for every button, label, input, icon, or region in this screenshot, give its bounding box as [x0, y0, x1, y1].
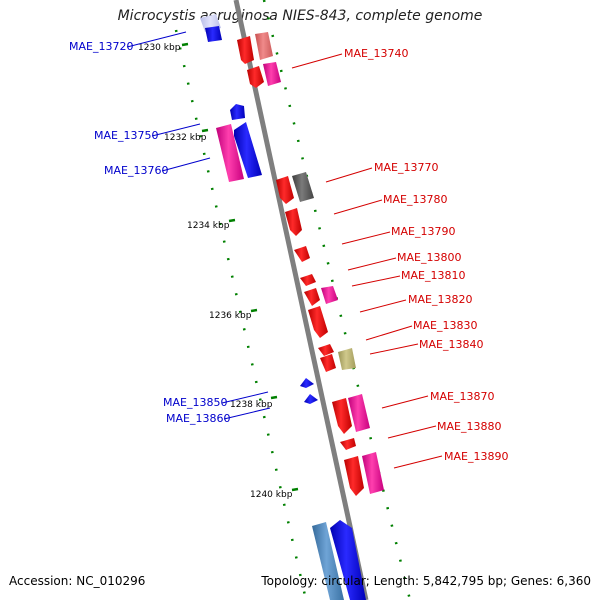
gene-label-mae-13870[interactable]: MAE_13870	[430, 390, 494, 403]
tick-mark-1236	[250, 308, 258, 313]
gene-arrow-mae-13760	[216, 124, 244, 182]
gene-arrow-mae-13880	[340, 438, 356, 450]
reverse-genes	[200, 14, 366, 600]
gene-label-mae-13720[interactable]: MAE_13720	[69, 40, 133, 53]
gene-label-mae-13770[interactable]: MAE_13770	[374, 161, 438, 174]
gene-arrow-mae-13830	[318, 344, 334, 356]
gene-arrow-mae-13770-a	[276, 176, 294, 204]
gene-arrow-mae-13770-b	[292, 172, 314, 202]
gene-arrow-small-blue	[230, 104, 245, 120]
reverse-labels: MAE_13720 MAE_13750 MAE_13760 MAE_13850 …	[69, 40, 230, 425]
gene-label-mae-13800[interactable]: MAE_13800	[397, 251, 461, 264]
gene-label-mae-13740[interactable]: MAE_13740	[344, 47, 408, 60]
tick-label-1240: 1240 kbp	[250, 490, 293, 500]
gene-arrow-mae-13740-c	[247, 66, 264, 88]
gene-arrow-mae-13870-b	[348, 394, 370, 432]
leader-mae-13740	[291, 53, 343, 69]
tick-label-1238: 1238 kbp	[230, 400, 273, 410]
gene-arrow-mae-13890-a	[344, 456, 364, 496]
gene-arrow-mae-13840-a	[320, 354, 336, 372]
gene-arrow-mae-13780	[285, 208, 302, 236]
gene-label-mae-13860[interactable]: MAE_13860	[166, 412, 230, 425]
gene-label-mae-13830[interactable]: MAE_13830	[413, 319, 477, 332]
scale-ticks: 1230 kbp 1232 kbp 1234 kbp 1236 kbp 1238…	[138, 42, 299, 500]
leader-mae-13820	[359, 299, 407, 313]
gene-label-mae-13880[interactable]: MAE_13880	[437, 420, 501, 433]
leader-mae-13810	[351, 275, 401, 287]
tick-mark-1234	[228, 218, 236, 223]
gene-label-mae-13820[interactable]: MAE_13820	[408, 293, 472, 306]
gene-label-mae-13850[interactable]: MAE_13850	[163, 396, 227, 409]
tick-label-1236: 1236 kbp	[209, 311, 252, 321]
tick-mark-1238	[270, 395, 278, 400]
tick-label-1234: 1234 kbp	[187, 221, 230, 231]
gene-arrow-mae-13740-a	[237, 36, 254, 64]
gene-arrow-mae-13750	[234, 122, 262, 178]
gene-arrow-mae-13800	[300, 274, 316, 286]
tick-label-1230: 1230 kbp	[138, 43, 181, 53]
gene-arrow-mae-13740-d	[263, 62, 281, 86]
leader-mae-13760	[161, 157, 211, 172]
gene-label-mae-13810[interactable]: MAE_13810	[401, 269, 465, 282]
gene-arrow-mae-13720	[205, 26, 222, 42]
genome-summary-text: Topology: circular; Length: 5,842,795 bp…	[261, 574, 591, 588]
gene-arrow-mae-13740-b	[255, 32, 273, 60]
leader-mae-13830	[365, 325, 413, 341]
accession-text: Accession: NC_010296	[9, 574, 146, 588]
leader-mae-13840	[369, 343, 419, 355]
gene-arrow-bottom-steel	[312, 522, 344, 600]
leader-mae-13770	[325, 167, 373, 183]
forward-labels: MAE_13740 MAE_13770 MAE_13780 MAE_13790 …	[344, 47, 508, 463]
genome-backbone	[233, 0, 369, 600]
leader-mae-13780	[333, 199, 383, 215]
gene-arrow-bottom-blue	[330, 520, 366, 600]
tick-mark-1230	[181, 42, 189, 47]
leader-mae-13750	[151, 123, 201, 137]
gene-label-mae-13790[interactable]: MAE_13790	[391, 225, 455, 238]
gene-label-mae-13840[interactable]: MAE_13840	[419, 338, 483, 351]
leader-mae-13890	[393, 455, 443, 469]
reverse-track-guide	[174, 29, 308, 600]
leader-mae-13870	[381, 395, 429, 409]
forward-leaders	[291, 53, 443, 469]
gene-arrow-mae-13810-b	[321, 286, 338, 304]
gene-arrow-mae-13840-b	[338, 348, 356, 370]
tick-mark-1240	[291, 487, 299, 492]
reverse-leaders	[126, 31, 271, 420]
gene-arrow-mae-13810-a	[304, 288, 320, 306]
leader-mae-13860	[223, 407, 271, 420]
leader-mae-13850	[221, 391, 269, 404]
gene-label-mae-13760[interactable]: MAE_13760	[104, 164, 168, 177]
gene-arrow-mae-13790	[294, 246, 310, 262]
leader-mae-13790	[341, 231, 391, 245]
gene-arrow-mae-13890-b	[362, 452, 384, 494]
leader-mae-13880	[387, 425, 437, 439]
gene-arrow-mae-13860	[304, 394, 318, 404]
gene-arrow-mae-13870-a	[332, 398, 352, 434]
gene-label-mae-13750[interactable]: MAE_13750	[94, 129, 158, 142]
tick-mark-1232	[201, 128, 209, 133]
gene-arrow-mae-13820	[308, 306, 328, 338]
tick-label-1232: 1232 kbp	[164, 133, 207, 143]
gene-arrow-mae-13850	[300, 378, 314, 388]
gene-label-mae-13890[interactable]: MAE_13890	[444, 450, 508, 463]
leader-mae-13720	[126, 31, 187, 48]
gene-label-mae-13780[interactable]: MAE_13780	[383, 193, 447, 206]
leader-mae-13800	[347, 257, 397, 271]
forward-genes	[237, 32, 384, 496]
